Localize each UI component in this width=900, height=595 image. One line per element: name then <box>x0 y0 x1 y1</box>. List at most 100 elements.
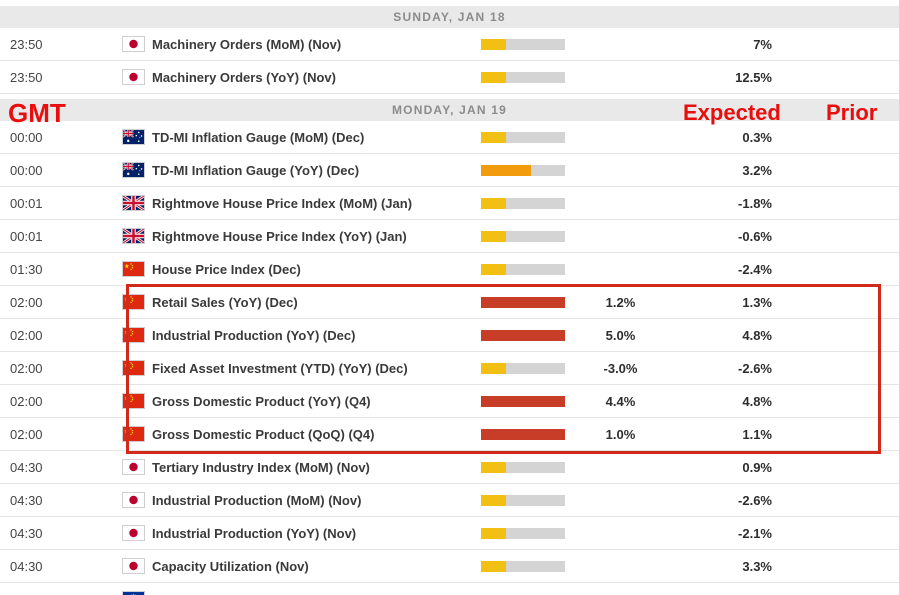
event-name: Industrial Production (YoY) (Dec) <box>152 327 356 343</box>
prior-value: 3.3% <box>742 558 772 574</box>
event-time: 02:00 <box>10 294 43 310</box>
expected-value: 1.0% <box>605 426 636 442</box>
uk-flag-icon <box>115 195 152 211</box>
importance-bar <box>481 38 565 50</box>
expected-value: -3.0% <box>603 360 638 376</box>
event-time: 00:01 <box>10 195 43 211</box>
event-time: 01:30 <box>10 261 43 277</box>
event-name: Gross Domestic Product (QoQ) (Q4) <box>152 426 375 442</box>
uk-flag-icon <box>115 228 152 244</box>
event-name: TD-MI Inflation Gauge (MoM) (Dec) <box>152 129 365 145</box>
event-row[interactable]: 00:01 Rightmove House Price Index (MoM) (… <box>0 187 899 220</box>
china-flag-icon <box>115 327 152 343</box>
event-row[interactable]: 02:00 Gross Domestic Product (QoQ) (Q4) 1.… <box>0 418 899 451</box>
japan-flag-icon <box>115 492 152 508</box>
event-time: 04:30 <box>10 492 43 508</box>
event-row[interactable]: 02:00 Industrial Production (YoY) (Dec) 5.… <box>0 319 899 352</box>
event-row[interactable]: 23:50 Machinery Orders (MoM) (Nov) 7% <box>0 28 899 61</box>
event-row[interactable]: 01:30 House Price Index (Dec) -2.4% <box>0 253 899 286</box>
importance-bar <box>481 461 565 473</box>
event-time: 23:50 <box>10 36 43 52</box>
prior-value: -0.6% <box>738 228 772 244</box>
japan-flag-icon <box>115 36 152 52</box>
event-time: 00:01 <box>10 228 43 244</box>
prior-value: 7% <box>753 36 772 52</box>
event-row[interactable]: 04:30 Tertiary Industry Index (MoM) (Nov)… <box>0 451 899 484</box>
event-row[interactable] <box>0 583 899 595</box>
event-name: Rightmove House Price Index (YoY) (Jan) <box>152 228 407 244</box>
event-time: 02:00 <box>10 327 43 343</box>
event-time: 02:00 <box>10 360 43 376</box>
china-flag-icon <box>115 360 152 376</box>
expected-value: 1.2% <box>605 294 636 310</box>
event-row[interactable]: 00:01 Rightmove House Price Index (YoY) (… <box>0 220 899 253</box>
prior-value: -1.8% <box>738 195 772 211</box>
importance-bar <box>481 263 565 275</box>
japan-flag-icon <box>115 558 152 574</box>
expected-value: 4.4% <box>605 393 636 409</box>
date-header: SUNDAY, JAN 18 <box>0 6 899 28</box>
event-row[interactable]: 02:00 Gross Domestic Product (YoY) (Q4) 4.… <box>0 385 899 418</box>
event-name: Industrial Production (YoY) (Nov) <box>152 525 357 541</box>
event-time: 04:30 <box>10 558 43 574</box>
prior-value: 0.3% <box>742 129 772 145</box>
event-name: Tertiary Industry Index (MoM) (Nov) <box>152 459 370 475</box>
event-row[interactable]: 04:30 Capacity Utilization (Nov) 3.3% <box>0 550 899 583</box>
date-header-label: MONDAY, JAN 19 <box>391 103 508 117</box>
date-header-label: SUNDAY, JAN 18 <box>393 10 506 24</box>
event-name: TD-MI Inflation Gauge (YoY) (Dec) <box>152 162 360 178</box>
china-flag-icon <box>115 261 152 277</box>
prior-value: -2.4% <box>738 261 772 277</box>
importance-bar <box>481 527 565 539</box>
prior-value: -2.1% <box>738 525 772 541</box>
importance-bar <box>481 395 565 407</box>
event-name: Machinery Orders (MoM) (Nov) <box>152 36 342 52</box>
event-row[interactable]: 02:00 Retail Sales (YoY) (Dec) 1.2% 1.3% <box>0 286 899 319</box>
china-flag-icon <box>115 294 152 310</box>
importance-bar <box>481 428 565 440</box>
event-name: House Price Index (Dec) <box>152 261 301 277</box>
importance-bar <box>481 362 565 374</box>
prior-value: -2.6% <box>738 360 772 376</box>
prior-value: -2.6% <box>738 492 772 508</box>
event-name: Capacity Utilization (Nov) <box>152 558 309 574</box>
event-time: 02:00 <box>10 426 43 442</box>
importance-bar <box>481 329 565 341</box>
japan-flag-icon <box>115 525 152 541</box>
event-name: Fixed Asset Investment (YTD) (YoY) (Dec) <box>152 360 408 376</box>
event-name: Industrial Production (MoM) (Nov) <box>152 492 362 508</box>
event-row[interactable]: 23:50 Machinery Orders (YoY) (Nov) 12.5% <box>0 61 899 94</box>
event-row[interactable]: 04:30 Industrial Production (MoM) (Nov) -2… <box>0 484 899 517</box>
event-row[interactable]: 02:00 Fixed Asset Investment (YTD) (YoY) … <box>0 352 899 385</box>
event-time: 02:00 <box>10 393 43 409</box>
importance-bar <box>481 230 565 242</box>
prior-value: 4.8% <box>742 393 772 409</box>
event-name: Rightmove House Price Index (MoM) (Jan) <box>152 195 413 211</box>
expected-value: 5.0% <box>605 327 636 343</box>
japan-flag-icon <box>115 459 152 475</box>
importance-bar <box>481 197 565 209</box>
importance-bar <box>481 560 565 572</box>
event-name: Machinery Orders (YoY) (Nov) <box>152 69 336 85</box>
importance-bar <box>481 296 565 308</box>
prior-value: 12.5% <box>735 69 772 85</box>
event-name: Retail Sales (YoY) (Dec) <box>152 294 298 310</box>
event-time: 00:00 <box>10 162 43 178</box>
prior-value: 4.8% <box>742 327 772 343</box>
event-name: Gross Domestic Product (YoY) (Q4) <box>152 393 371 409</box>
importance-bar <box>481 71 565 83</box>
prior-value: 0.9% <box>742 459 772 475</box>
importance-bar <box>481 494 565 506</box>
prior-value: 1.1% <box>742 426 772 442</box>
event-row[interactable]: 04:30 Industrial Production (YoY) (Nov) -2… <box>0 517 899 550</box>
importance-bar <box>481 164 565 176</box>
australia-flag-icon <box>115 162 152 178</box>
china-flag-icon <box>115 426 152 442</box>
event-time: 04:30 <box>10 459 43 475</box>
japan-flag-icon <box>115 69 152 85</box>
event-row[interactable]: 00:00 TD-MI Inflation Gauge (YoY) (Dec) 3.… <box>0 154 899 187</box>
prior-value: 1.3% <box>742 294 772 310</box>
event-row[interactable]: 00:00 TD-MI Inflation Gauge (MoM) (Dec) 0.… <box>0 121 899 154</box>
